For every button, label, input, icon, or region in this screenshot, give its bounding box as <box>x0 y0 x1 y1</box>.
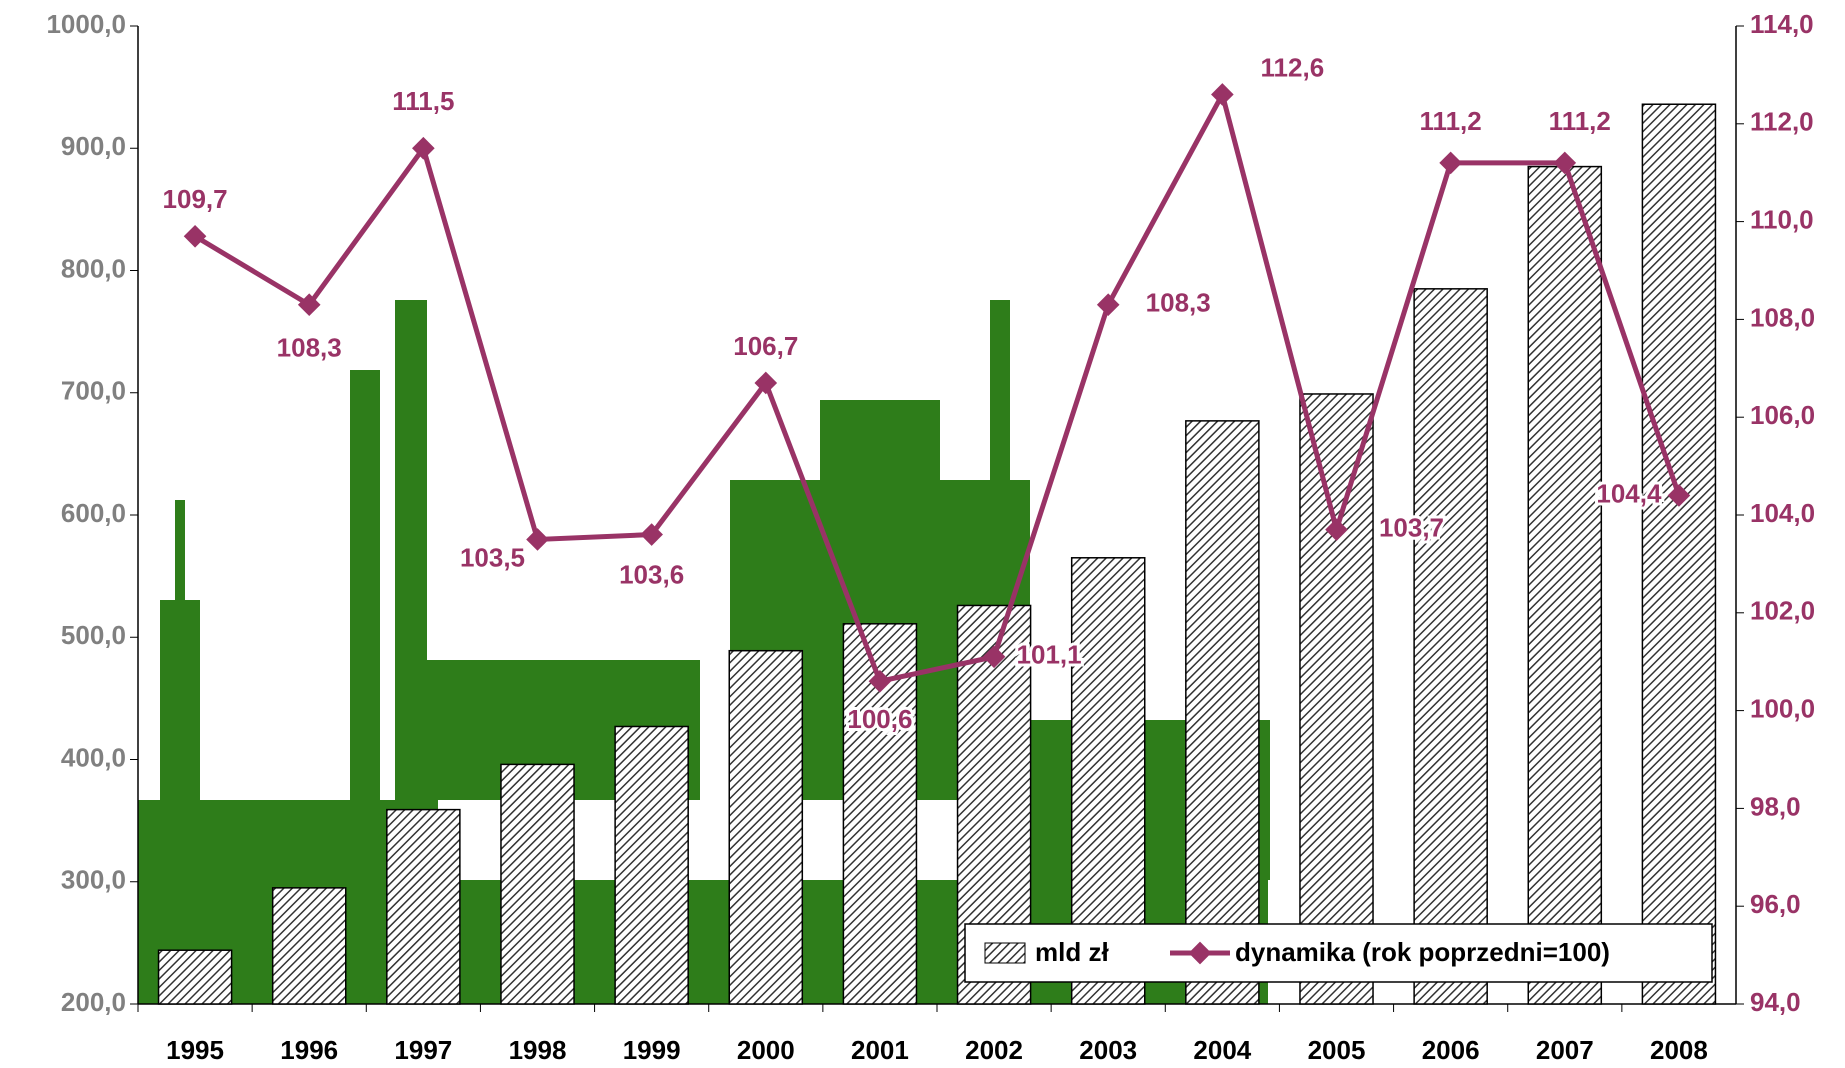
y2-tick-label: 102,0 <box>1750 596 1815 626</box>
marker <box>754 371 778 395</box>
marker <box>526 528 549 551</box>
marker <box>982 645 1006 669</box>
x-tick-label: 2001 <box>851 1035 909 1065</box>
x-tick-label: 2008 <box>1650 1035 1708 1065</box>
line <box>193 87 1682 685</box>
data-label: 106,7 <box>733 331 798 361</box>
bar <box>1527 165 1603 1005</box>
marker <box>183 224 207 248</box>
y-tick-label: 900,0 <box>61 131 126 161</box>
x-tick-label: 2003 <box>1079 1035 1137 1065</box>
x-tick-label: 2000 <box>737 1035 795 1065</box>
marker <box>1211 83 1234 106</box>
marker <box>1325 518 1348 541</box>
data-label: 111,2 <box>1420 106 1482 136</box>
legend-marker <box>1188 941 1212 965</box>
x-tick-label: 2007 <box>1536 1035 1594 1065</box>
y2-tick-label: 112,0 <box>1750 107 1814 137</box>
x-tick-label: 1996 <box>280 1035 338 1065</box>
y-tick-label: 300,0 <box>61 865 126 895</box>
x-tick-label: 2004 <box>1193 1035 1251 1065</box>
y2-tick-label: 100,0 <box>1750 693 1815 723</box>
x-tick-label: 2006 <box>1422 1035 1480 1065</box>
bar <box>1185 420 1260 1005</box>
bar <box>728 649 804 1005</box>
bar <box>386 808 461 1005</box>
data-label: 109,7 <box>163 184 228 214</box>
bar <box>1299 393 1374 1005</box>
data-label: 103,5 <box>460 542 525 572</box>
y2-tick-label: 114,0 <box>1750 9 1814 39</box>
marker <box>1096 293 1120 317</box>
x-tick-label: 2005 <box>1308 1035 1366 1065</box>
marker <box>640 523 663 546</box>
y2-tick-label: 98,0 <box>1750 791 1801 821</box>
y-tick-label: 500,0 <box>61 620 126 650</box>
x-tick-label: 1997 <box>394 1035 452 1065</box>
marker <box>297 293 321 317</box>
y2-tick-label: 94,0 <box>1750 987 1801 1017</box>
legend-swatch <box>984 942 1026 964</box>
data-label: 111,5 <box>392 86 454 116</box>
y-tick-label: 700,0 <box>61 376 126 406</box>
data-label: 103,7 <box>1379 513 1444 543</box>
data-label: 104,4 <box>1596 478 1662 508</box>
x-tick-label: 1995 <box>166 1035 224 1065</box>
legend-label: mld zł <box>1035 937 1109 967</box>
bar <box>500 763 575 1005</box>
data-label: 103,6 <box>619 559 684 589</box>
bar <box>157 949 233 1005</box>
bar <box>1413 288 1488 1005</box>
data-label: 108,3 <box>277 333 342 363</box>
bar <box>271 887 347 1005</box>
legend-label: dynamika (rok poprzedni=100) <box>1235 937 1610 967</box>
marker <box>868 669 892 693</box>
x-tick-label: 1998 <box>509 1035 567 1065</box>
y2-tick-label: 108,0 <box>1750 302 1815 332</box>
y-tick-label: 600,0 <box>61 498 126 528</box>
y-tick-label: 800,0 <box>61 253 126 283</box>
data-label: 108,3 <box>1146 288 1211 318</box>
y-tick-label: 400,0 <box>61 742 126 772</box>
legend-box <box>964 923 1713 983</box>
data-label: 100,6 <box>847 704 912 734</box>
marker <box>1439 151 1462 175</box>
y2-tick-label: 104,0 <box>1750 498 1815 528</box>
bar <box>1641 103 1717 1005</box>
data-label: 101,1 <box>1017 640 1082 670</box>
y-tick-label: 1000,0 <box>46 9 126 39</box>
y2-tick-label: 106,0 <box>1750 400 1815 430</box>
bar <box>614 725 689 1005</box>
y2-tick-label: 110,0 <box>1750 204 1814 234</box>
y2-tick-label: 96,0 <box>1750 889 1801 919</box>
data-label: 112,6 <box>1261 52 1325 82</box>
marker <box>1667 484 1691 507</box>
x-tick-label: 1999 <box>623 1035 681 1065</box>
x-tick-label: 2002 <box>965 1035 1023 1065</box>
data-label: 111,2 <box>1549 106 1611 136</box>
y-tick-label: 200,0 <box>61 987 126 1017</box>
